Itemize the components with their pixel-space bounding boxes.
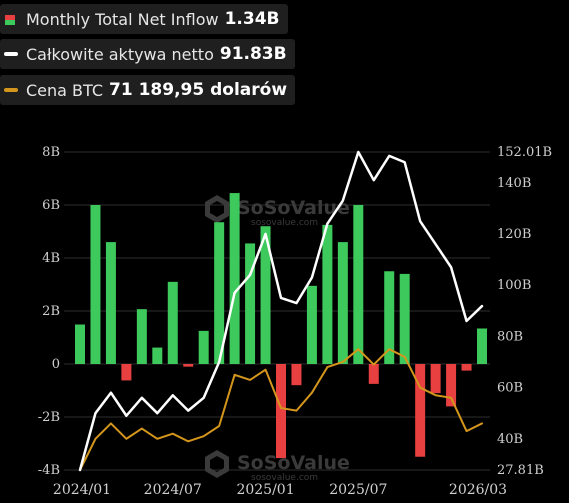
inflow-bars [75, 193, 487, 459]
watermarks: SoSoValue sosovalue.com SoSoValue sosova… [205, 195, 350, 483]
legend-assets-value: 91.83B [219, 44, 287, 64]
inflow-bar [306, 285, 317, 364]
right-tick-label: 140B [497, 176, 531, 191]
right-tick-label: 27.81B [497, 463, 544, 478]
inflow-bar [229, 193, 240, 364]
sosovalue-logo-icon [205, 450, 229, 478]
inflow-bar [152, 347, 163, 364]
inflow-bar [291, 364, 302, 386]
left-tick-label: -4B [38, 463, 60, 478]
x-tick-label: 2024/01 [53, 482, 111, 498]
right-tick-label: 60B [497, 381, 523, 396]
inflow-bar [183, 364, 194, 367]
legend-btc-label: Cena BTC [26, 80, 104, 100]
line-gold-icon [4, 83, 18, 97]
legend-assets[interactable]: Całkowite aktywa netto 91.83B [0, 39, 295, 69]
inflow-bar [121, 364, 132, 381]
right-tick-label: 40B [497, 432, 523, 447]
watermark-brand-bottom: SoSoValue [237, 452, 350, 474]
net-assets-line [78, 150, 484, 472]
inflow-bar [90, 205, 101, 364]
inflow-bar [276, 364, 286, 459]
sosovalue-logo-icon [205, 195, 229, 223]
inflow-bar [368, 364, 379, 384]
inflow-bar [353, 205, 364, 364]
inflow-bar [322, 224, 333, 364]
inflow-bar [337, 242, 348, 364]
inflow-bar [430, 364, 441, 394]
left-tick-label: -2B [38, 410, 60, 425]
left-tick-label: 8B [42, 145, 60, 160]
inflow-bar [245, 243, 256, 364]
right-tick-label: 152.01B [497, 145, 552, 160]
x-tick-label: 2026/03 [449, 482, 507, 498]
legend-assets-label: Całkowite aktywa netto [26, 44, 214, 64]
watermark-url-bottom: sosovalue.com [251, 473, 318, 483]
bar-pair-icon [4, 12, 18, 26]
legend-inflow-label: Monthly Total Net Inflow [26, 9, 219, 29]
x-tick-label: 2025/07 [329, 482, 387, 498]
right-tick-label: 80B [497, 329, 523, 344]
inflow-bar [399, 273, 410, 364]
legend-inflow[interactable]: Monthly Total Net Inflow 1.34B [0, 4, 288, 34]
x-tick-label: 2025/01 [236, 482, 294, 498]
inflow-bar [260, 226, 271, 364]
inflow-bar [136, 309, 147, 364]
watermark-brand-top: SoSoValue [237, 197, 350, 219]
axis-ticks: -4B -2B 0 2B 4B 6B 8B 27.81B 40B 60B 80B 100B 120B 14… [38, 145, 552, 498]
inflow-bar [384, 271, 395, 364]
inflow-bar [105, 242, 116, 364]
watermark-bottom: SoSoValue sosovalue.com [205, 450, 350, 483]
legend-btc[interactable]: Cena BTC 71 189,95 dolarów [0, 75, 296, 105]
right-tick-label: 100B [497, 278, 531, 293]
btc-price-line [79, 348, 483, 471]
left-tick-label: 4B [42, 251, 60, 266]
inflow-bar [198, 330, 209, 364]
left-tick-label: 6B [42, 198, 60, 213]
legend-inflow-value: 1.34B [224, 9, 280, 29]
legend-btc-value: 71 189,95 dolarów [109, 80, 288, 100]
right-tick-label: 120B [497, 227, 531, 242]
left-tick-label: 2B [42, 304, 60, 319]
inflow-bar [446, 364, 457, 407]
inflow-bar [477, 328, 487, 364]
inflow-bar [167, 281, 178, 364]
x-tick-label: 2024/07 [144, 482, 202, 498]
watermark-url-top: sosovalue.com [251, 218, 318, 228]
inflow-bar [75, 324, 85, 364]
inflow-bar [214, 222, 225, 364]
inflow-bar [415, 364, 426, 457]
line-white-icon [4, 47, 18, 61]
series-lines [78, 150, 484, 472]
inflow-bar [461, 364, 472, 371]
watermark-top: SoSoValue sosovalue.com [205, 195, 350, 228]
left-tick-label: 0 [52, 357, 60, 372]
